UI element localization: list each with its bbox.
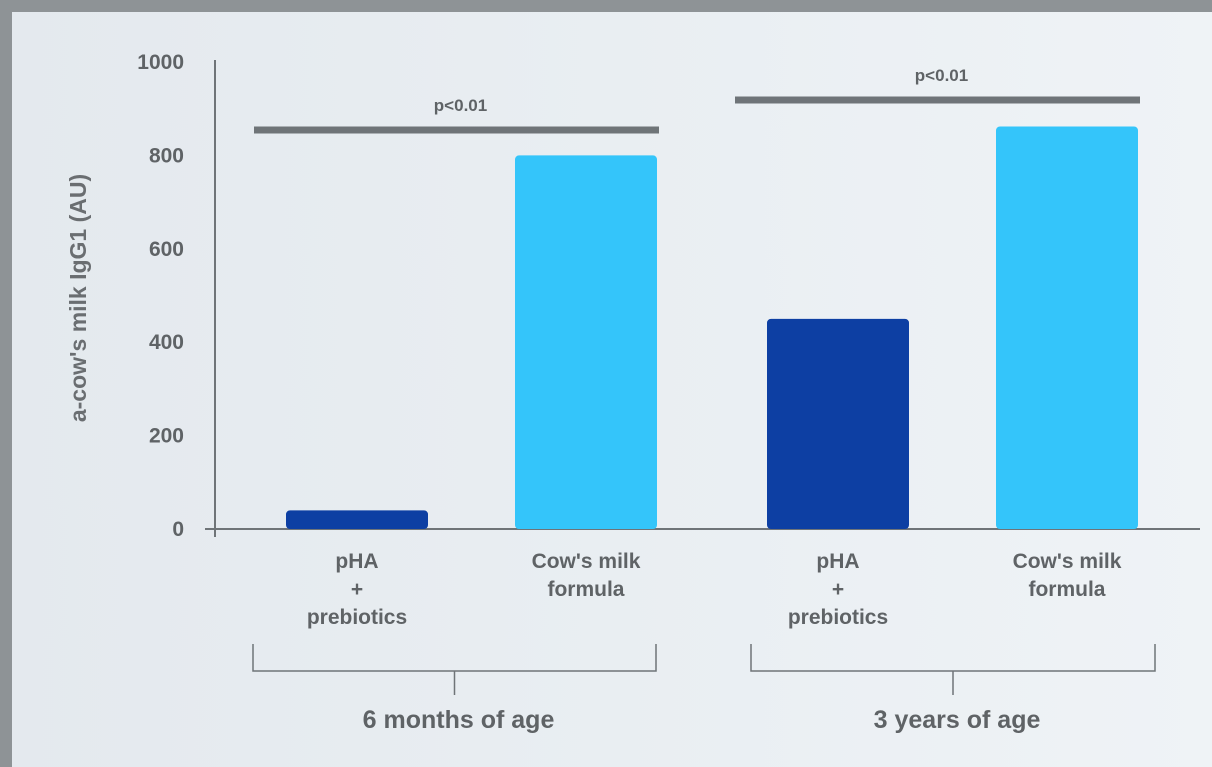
- group-label: 3 years of age: [874, 706, 1041, 734]
- labels: 0 200 400 600 800 1000 a-cow's milk IgG1 (AU) p…: [65, 51, 1122, 734]
- y-tick-label: 1000: [137, 51, 184, 74]
- category-label: prebiotics: [307, 606, 407, 629]
- y-tick-label: 200: [149, 425, 184, 448]
- y-tick-label: 800: [149, 144, 184, 167]
- y-axis-title: a-cow's milk IgG1 (AU): [65, 174, 91, 422]
- category-label: formula: [1028, 578, 1105, 601]
- category-label: +: [351, 578, 363, 601]
- group-label: 6 months of age: [363, 706, 555, 734]
- category-label: Cow's milk: [532, 550, 641, 573]
- category-label: prebiotics: [788, 606, 888, 629]
- bar: [996, 126, 1138, 530]
- y-tick-label: 400: [149, 331, 184, 354]
- group-bracket: [750, 644, 1156, 695]
- bar-chart: 0 200 400 600 800 1000 a-cow's milk IgG1 (AU) p…: [65, 51, 1200, 734]
- bar: [767, 318, 909, 529]
- significance-label: p<0.01: [434, 96, 487, 115]
- category-label: pHA: [335, 550, 378, 573]
- category-label: +: [832, 578, 844, 601]
- group-bracket: [252, 644, 657, 695]
- category-label: formula: [547, 578, 624, 601]
- bar: [515, 155, 657, 529]
- y-tick-label: 600: [149, 238, 184, 261]
- bars: [286, 126, 1138, 530]
- bar: [286, 510, 428, 529]
- y-tick-label: 0: [172, 518, 184, 541]
- category-label: pHA: [816, 550, 859, 573]
- significance-label: p<0.01: [915, 66, 968, 85]
- category-label: Cow's milk: [1013, 550, 1122, 573]
